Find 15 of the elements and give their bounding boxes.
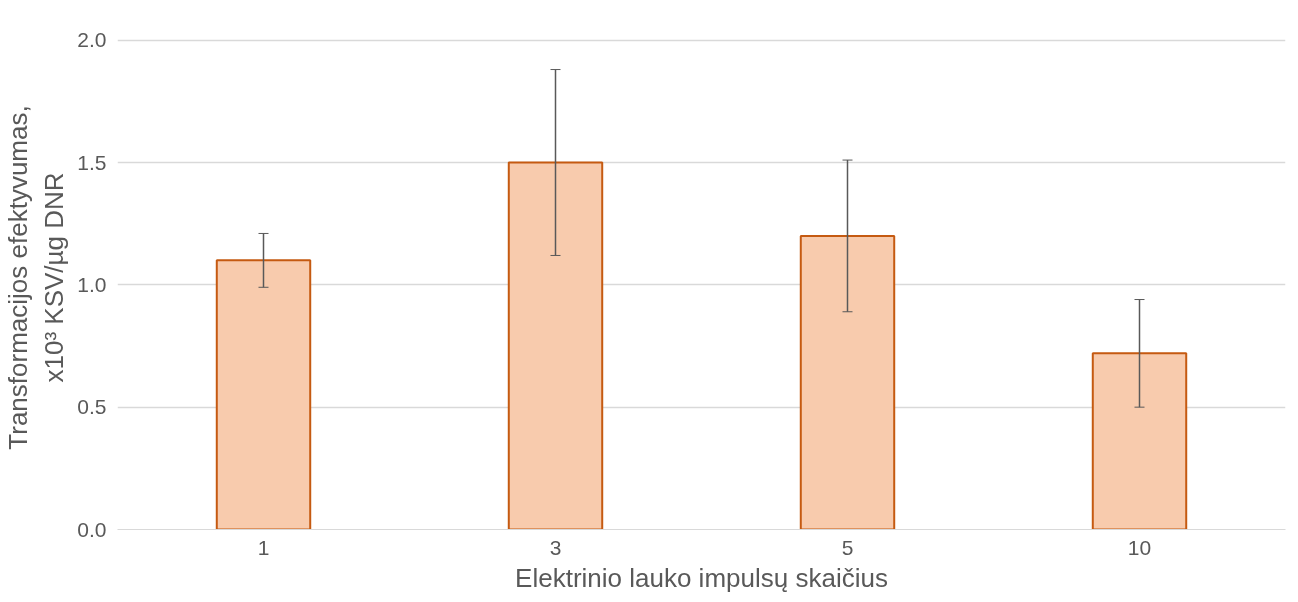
x-axis-title: Elektrinio lauko impulsų skaičius	[515, 562, 888, 593]
x-tick-label: 10	[1127, 535, 1152, 559]
y-tick-label: 1.0	[77, 272, 107, 296]
x-tick-label: 3	[549, 535, 562, 559]
x-tick-label: 5	[841, 535, 854, 559]
y-tick-label: 2.0	[77, 28, 107, 52]
bar	[215, 259, 312, 530]
bar	[1091, 352, 1188, 530]
y-axis-title: Transformacijos efektyvumas, x10³ KSV/µg DNR	[3, 105, 70, 450]
y-tick-label: 0.5	[77, 395, 107, 419]
y-tick-label: 1.5	[77, 150, 107, 174]
x-tick-label: 1	[257, 535, 270, 559]
bar	[507, 161, 604, 530]
y-tick-label: 0.0	[77, 517, 107, 541]
bar	[799, 234, 896, 530]
